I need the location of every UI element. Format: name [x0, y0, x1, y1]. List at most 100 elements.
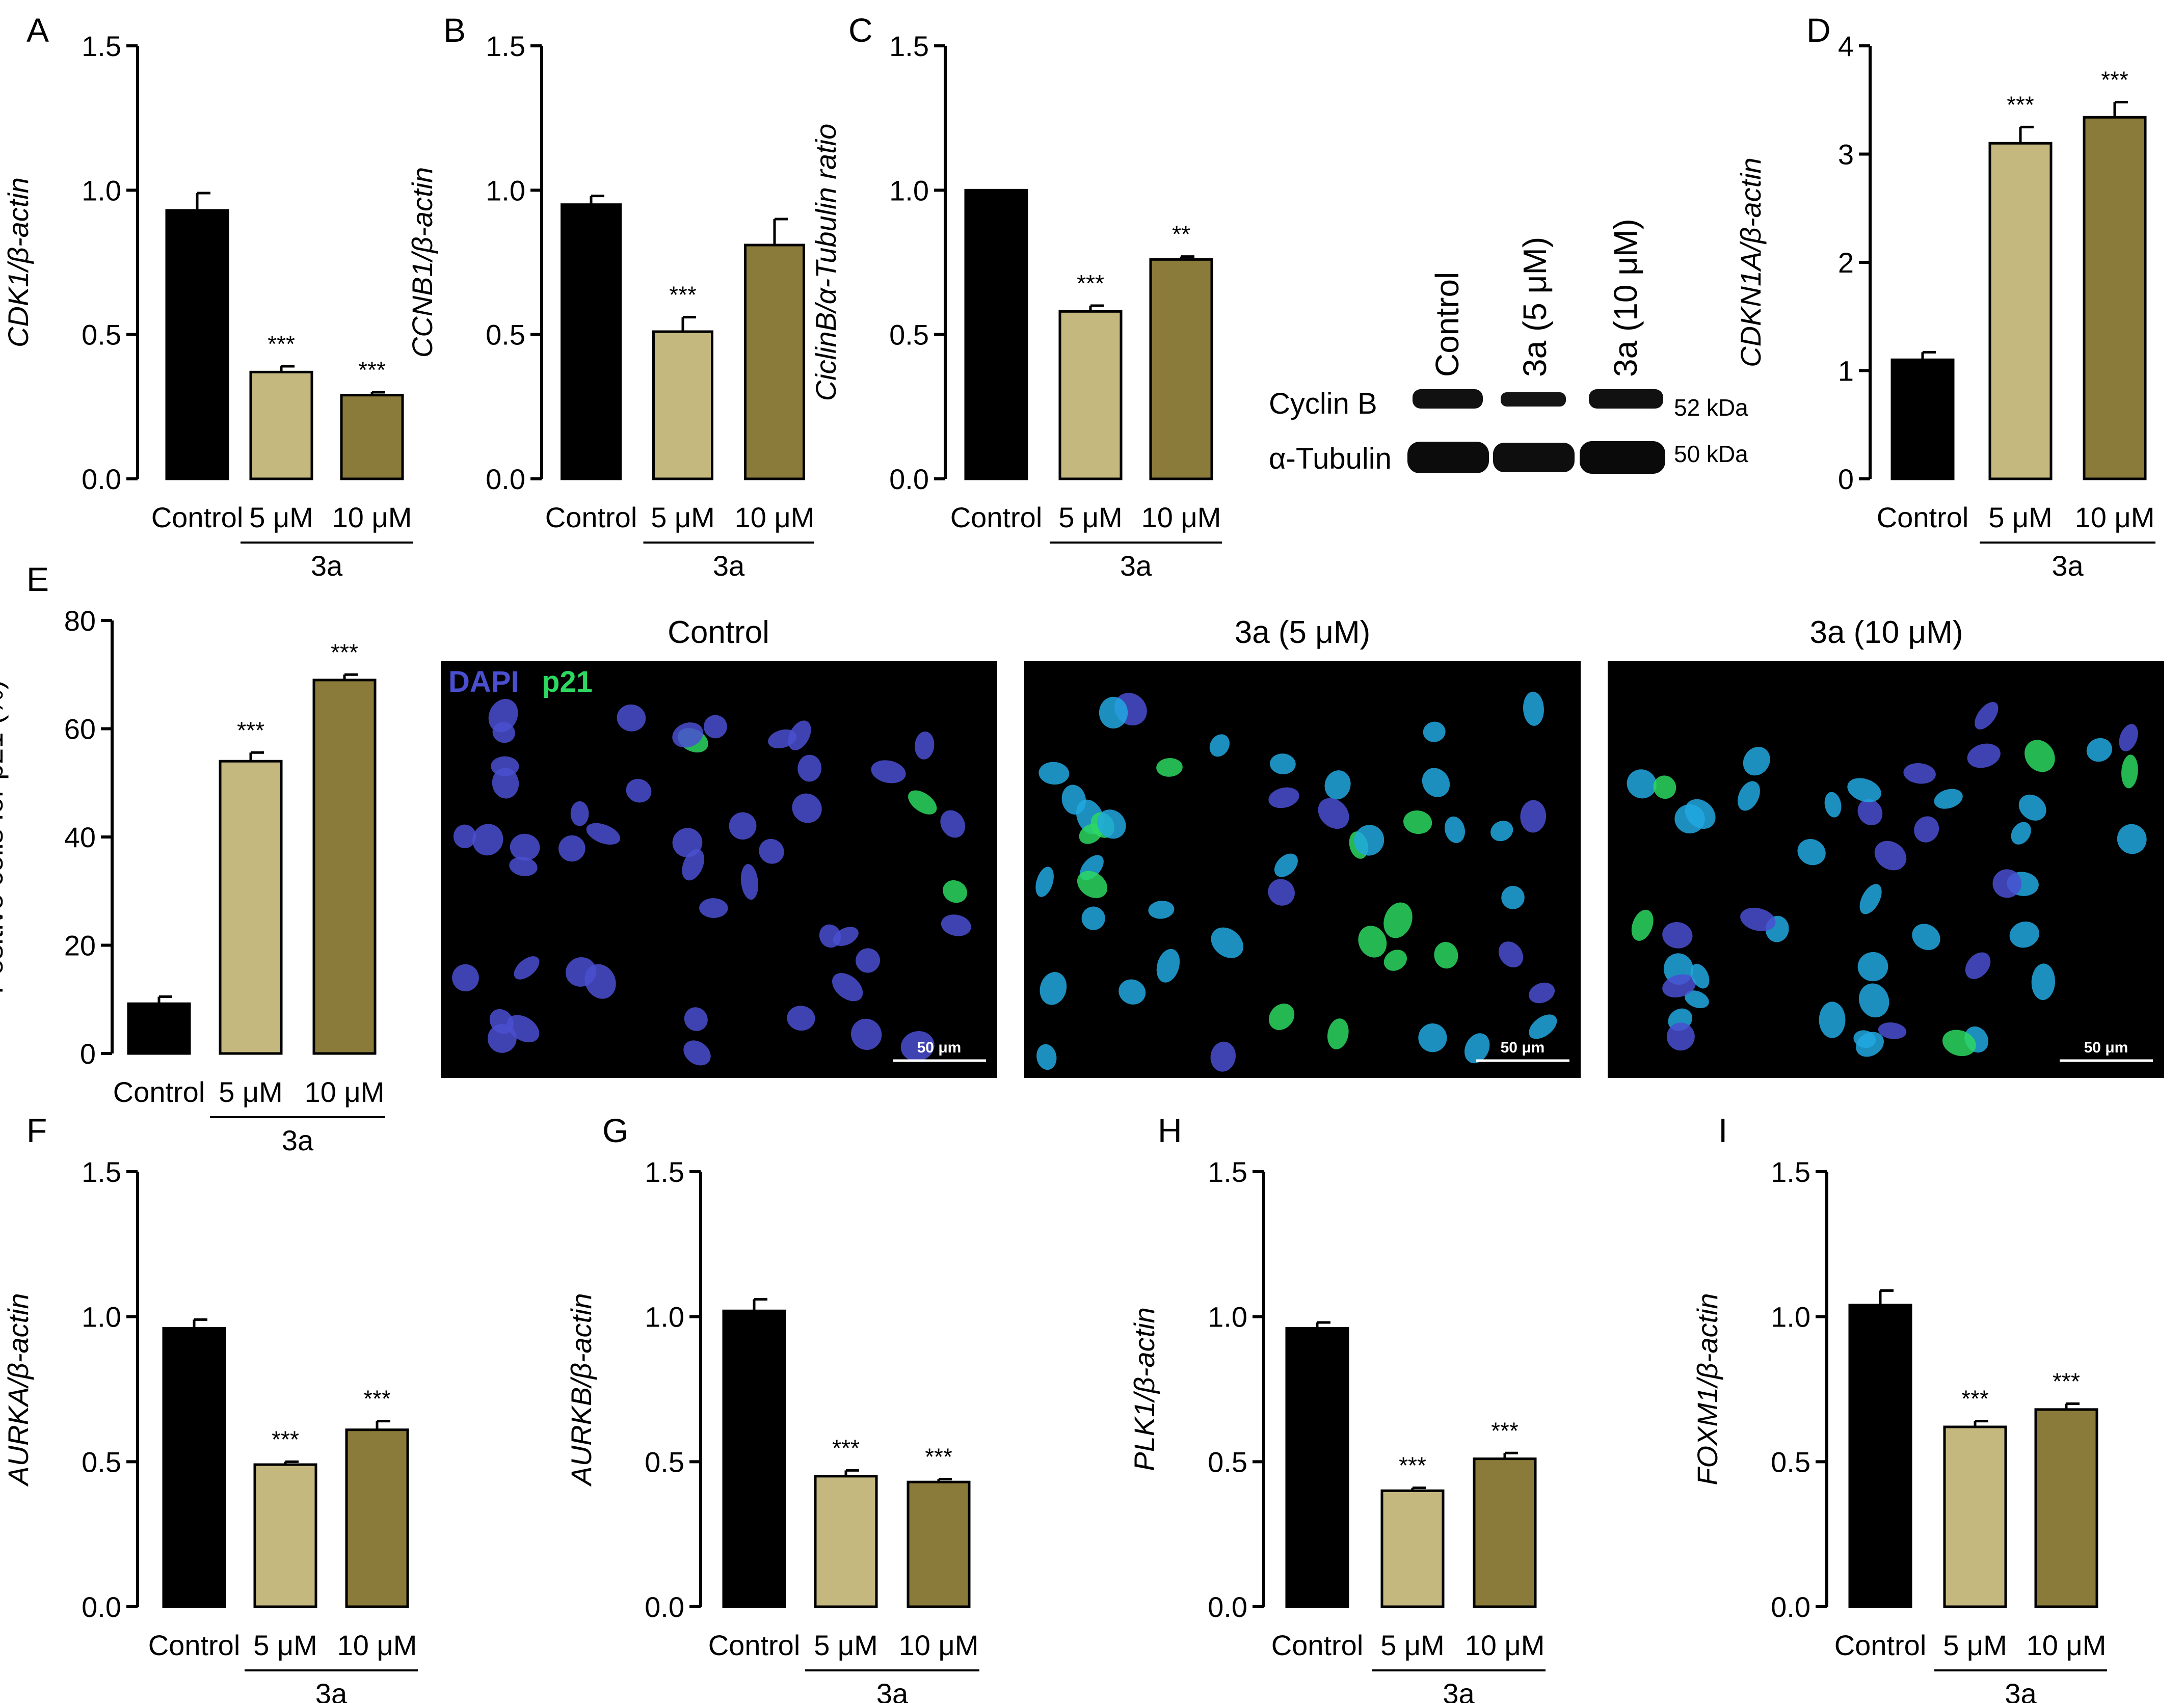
y-tick-label: 1.5 — [645, 1156, 684, 1188]
cell-nucleus — [472, 824, 503, 856]
blot-band-cyclin-b-5um — [1501, 392, 1566, 407]
cell-nucleus — [1268, 1004, 1295, 1030]
bar — [652, 330, 713, 480]
blot-band-tubulin-control — [1407, 442, 1489, 473]
y-tick-label: 0.0 — [82, 463, 121, 495]
significance-label: *** — [832, 1435, 860, 1461]
cell-nucleus — [1858, 983, 1889, 1018]
y-tick-label: 0.5 — [889, 319, 929, 351]
y-axis-label: Positive cells for p21 (%) — [0, 680, 9, 994]
x-tick-label: 10 μM — [899, 1629, 979, 1661]
bar — [1058, 310, 1123, 480]
cell-nucleus — [1631, 909, 1654, 941]
cell-nucleus — [1383, 950, 1407, 971]
panel-letter: G — [602, 1112, 628, 1149]
cell-nucleus — [1445, 816, 1465, 843]
y-tick-label: 40 — [64, 821, 96, 853]
x-tick-label: Control — [708, 1629, 801, 1661]
y-tick-label: 1.0 — [645, 1301, 684, 1333]
cell-nucleus — [2119, 724, 2138, 751]
cell-nucleus — [1403, 810, 1432, 834]
y-tick-label: 1.0 — [1771, 1301, 1810, 1333]
y-tick-label: 1.0 — [889, 174, 929, 206]
y-tick-label: 0.0 — [82, 1591, 121, 1623]
cell-nucleus — [1383, 902, 1413, 938]
cell-nucleus — [2031, 963, 2055, 1001]
x-tick-label: Control — [1271, 1629, 1364, 1661]
cell-nucleus — [2011, 822, 2031, 845]
cell-nucleus — [1662, 922, 1693, 949]
significance-label: *** — [2007, 91, 2034, 118]
cell-nucleus — [740, 864, 759, 900]
bar — [162, 1327, 226, 1608]
significance-label: *** — [363, 1386, 391, 1412]
chart-panel-g: G 0.0 0.5 1.0 1.5 AURKB/β-actin Control *** 5 μM… — [565, 1112, 979, 1703]
cell-nucleus — [2009, 921, 2039, 948]
cell-nucleus — [2117, 824, 2147, 854]
cell-nucleus — [492, 768, 519, 799]
cell-nucleus — [1211, 927, 1243, 958]
y-tick-label: 0.5 — [486, 319, 525, 351]
cell-nucleus — [908, 790, 937, 815]
significance-label: *** — [925, 1443, 952, 1470]
bar — [1380, 1489, 1445, 1608]
significance-label: *** — [2053, 1368, 2080, 1394]
cell-nucleus — [1077, 871, 1108, 898]
cell-nucleus — [1797, 839, 1826, 866]
blot-band-cyclin-b-control — [1413, 389, 1483, 409]
cell-nucleus — [1081, 906, 1105, 930]
cell-nucleus — [856, 948, 881, 973]
micrograph-title-5um: 3a (5 μM) — [1235, 615, 1371, 650]
cell-nucleus — [452, 964, 479, 992]
y-tick-label: 2 — [1838, 247, 1854, 279]
cell-nucleus — [1156, 758, 1183, 777]
y-axis-label: CiclinB/α-Tubulin ratio — [810, 124, 842, 401]
micrograph-title-control: Control — [668, 615, 769, 650]
x-tick-label: 5 μM — [814, 1629, 878, 1661]
cell-nucleus — [684, 1007, 708, 1031]
cell-nucleus — [1464, 1033, 1490, 1064]
cell-nucleus — [510, 833, 540, 861]
cell-nucleus — [1268, 879, 1295, 906]
cell-nucleus — [1740, 907, 1776, 931]
panel-letter: A — [26, 11, 49, 49]
x-tick-label: 5 μM — [651, 501, 715, 533]
cell-nucleus — [1627, 769, 1657, 799]
significance-label: *** — [669, 282, 697, 308]
x-tick-label: 5 μM — [1943, 1629, 2007, 1661]
bar — [964, 188, 1028, 480]
y-tick-label: 80 — [64, 605, 96, 637]
y-tick-label: 1.0 — [1208, 1301, 1247, 1333]
x-tick-label: 5 μM — [249, 501, 313, 533]
panel-letter: C — [848, 11, 873, 49]
cell-nucleus — [1422, 768, 1450, 797]
cell-nucleus — [1975, 701, 1999, 729]
x-tick-label: 10 μM — [1141, 501, 1221, 533]
y-tick-label: 0.0 — [1208, 1591, 1247, 1623]
cell-nucleus — [1061, 785, 1086, 815]
bar — [1988, 142, 2053, 480]
cell-nucleus — [900, 1031, 935, 1062]
cell-nucleus — [1853, 1030, 1876, 1048]
cell-nucleus — [1148, 901, 1175, 919]
y-tick-label: 0.5 — [1771, 1446, 1810, 1478]
y-tick-label: 1.0 — [82, 1301, 121, 1333]
cell-nucleus — [626, 778, 652, 803]
y-axis-label: FOXM1/β-actin — [1691, 1293, 1723, 1485]
x-tick-label: Control — [1834, 1629, 1927, 1661]
cell-nucleus — [1878, 1022, 1907, 1039]
y-tick-label: 0.5 — [82, 1446, 121, 1478]
legend-p21: p21 — [542, 665, 593, 698]
group-label: 3a — [2005, 1678, 2037, 1703]
y-tick-label: 1.5 — [82, 1156, 121, 1188]
cell-nucleus — [565, 957, 597, 987]
panel-letter: D — [1806, 11, 1831, 49]
cell-nucleus — [1097, 809, 1126, 839]
cell-nucleus — [1040, 972, 1067, 1005]
cell-nucleus — [617, 704, 646, 732]
significance-label: ** — [1172, 221, 1190, 248]
lane-label-10um: 3a (10 μM) — [1607, 219, 1644, 377]
cell-nucleus — [797, 754, 822, 782]
bar — [165, 209, 229, 480]
